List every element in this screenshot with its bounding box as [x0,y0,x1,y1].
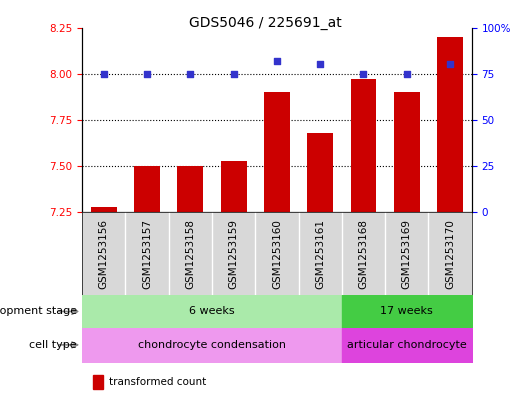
Text: GSM1253169: GSM1253169 [402,219,412,289]
Text: transformed count: transformed count [109,377,206,387]
Bar [91,207,117,212]
Point [143,70,152,77]
Text: chondrocyte condensation: chondrocyte condensation [138,340,286,350]
Bar [350,79,376,212]
Text: articular chondrocyte: articular chondrocyte [347,340,466,350]
Point [229,70,238,77]
Text: GSM1253158: GSM1253158 [186,219,196,289]
Text: GSM1253157: GSM1253157 [142,219,152,289]
Point [446,61,454,68]
Text: 17 weeks: 17 weeks [381,307,433,316]
Text: GDS5046 / 225691_at: GDS5046 / 225691_at [189,16,341,30]
Text: GSM1253168: GSM1253168 [358,219,368,289]
Text: cell type: cell type [29,340,77,350]
Point [100,70,108,77]
Point [403,70,411,77]
Point [316,61,324,68]
Bar [394,92,420,212]
Text: GSM1253161: GSM1253161 [315,219,325,289]
Bar [178,166,204,212]
Point [186,70,195,77]
Bar [437,37,463,212]
Text: development stage: development stage [0,307,77,316]
Point [359,70,368,77]
Text: GSM1253159: GSM1253159 [228,219,239,289]
Text: GSM1253170: GSM1253170 [445,219,455,289]
Text: GSM1253160: GSM1253160 [272,219,282,289]
Text: GSM1253156: GSM1253156 [99,219,109,289]
Text: 6 weeks: 6 weeks [189,307,235,316]
Bar [307,133,333,212]
Point [272,58,281,64]
Bar [264,92,290,212]
Bar [220,160,246,212]
Bar [134,166,160,212]
